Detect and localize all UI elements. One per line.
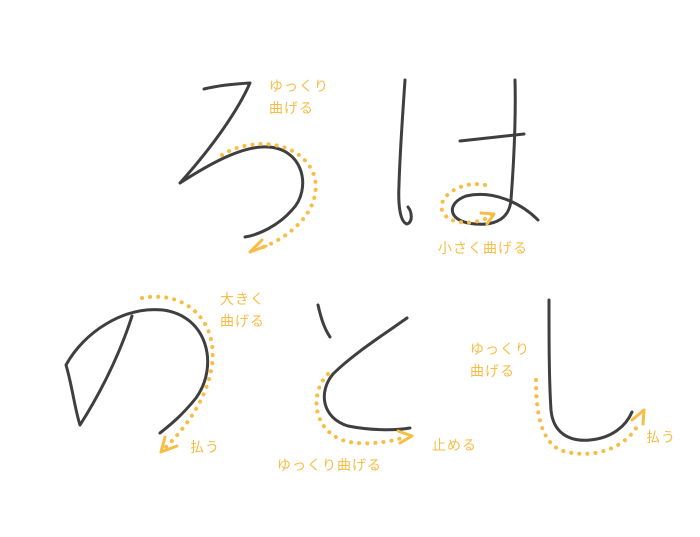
ha-left-stroke [397, 78, 413, 226]
char-to [314, 303, 414, 446]
shi-guide-arrow-icon [630, 408, 646, 426]
char-ro [178, 81, 318, 254]
annotation-no-harai: 払う [190, 440, 220, 456]
no-guide-arrow-icon [159, 435, 179, 454]
annotation-ro-curve: ゆっくり 曲げる [269, 79, 329, 117]
no-stroke [64, 308, 210, 435]
ha-vertical-stroke [450, 78, 540, 226]
annotation-shi-curve: ゆっくり 曲げる [470, 342, 530, 380]
ro-stroke [178, 81, 305, 239]
to-short-stroke [316, 303, 332, 339]
annotation-to-tome: 止める [432, 438, 477, 454]
char-no [64, 294, 215, 454]
annotation-to-curve: ゆっくり曲げる [277, 458, 382, 474]
to-main-stroke [322, 316, 412, 432]
ro-guide-dots [220, 142, 318, 251]
no-guide-dots [140, 294, 215, 449]
ha-guide-arrow-icon [479, 211, 496, 226]
char-shi [534, 298, 646, 456]
ha-guide-dots [439, 182, 496, 225]
annotation-no-curve: 大きく 曲げる [220, 292, 265, 330]
annotation-shi-harai: 払う [646, 430, 676, 446]
to-guide-arrow-icon [396, 429, 414, 445]
ha-crossbar [458, 132, 526, 143]
to-guide-dots [314, 372, 404, 446]
annotation-ha-loop: 小さく曲げる [438, 241, 528, 257]
char-ha [397, 78, 540, 226]
ro-guide-arrow-icon [248, 238, 268, 254]
shi-stroke [547, 298, 634, 442]
